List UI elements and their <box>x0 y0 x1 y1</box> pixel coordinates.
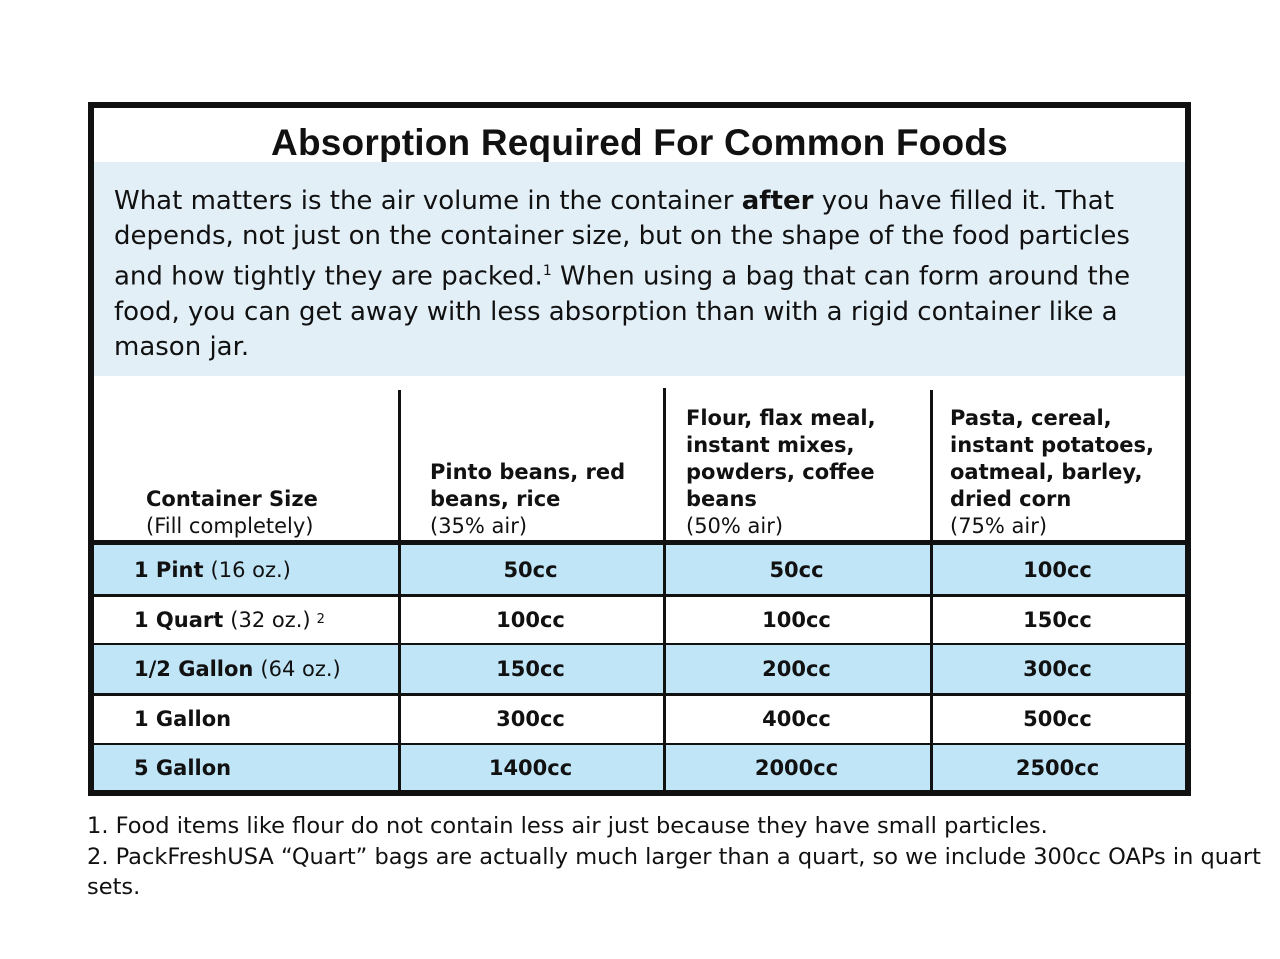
absorption-value-cell: 1400cc <box>488 755 573 780</box>
footnote-ref: 2 <box>316 612 325 627</box>
absorption-value-cell: 500cc <box>1023 707 1092 731</box>
header-sub: (50% air) <box>686 514 784 538</box>
table-row: 1/2 Gallon (64 oz.) 150cc 200cc 300cc <box>94 645 1185 693</box>
footnote-ref: 1 <box>542 263 552 279</box>
header-50-air: Flour, flax meal, instant mixes, powders… <box>686 388 916 540</box>
row-divider <box>94 743 1185 746</box>
intro-bold: after <box>741 186 814 216</box>
header-label: Flour, flax meal, instant mixes, powders… <box>686 406 876 511</box>
row-divider <box>94 594 1185 597</box>
container-size-cell: 1 Gallon <box>134 695 244 743</box>
table-row: 1 Pint (16 oz.) 50cc 50cc 100cc <box>94 545 1185 594</box>
size-detail: (32 oz.) <box>230 607 311 632</box>
absorption-value-cell: 100cc <box>496 607 565 632</box>
header-container-size: Container Size (Fill completely) <box>146 388 386 540</box>
absorption-value-cell: 150cc <box>1023 607 1092 632</box>
row-divider <box>94 540 1185 545</box>
header-label: Container Size <box>146 487 318 511</box>
intro-part: What matters is the air volume in the co… <box>114 186 742 216</box>
absorption-value-cell: 100cc <box>1023 557 1092 582</box>
footnote-1: 1. Food items like flour do not contain … <box>87 813 1048 839</box>
absorption-table-panel: Absorption Required For Common Foods Wha… <box>88 102 1191 796</box>
size-label: 5 Gallon <box>134 755 232 780</box>
column-divider <box>930 390 933 790</box>
container-size-cell: 5 Gallon <box>134 745 244 790</box>
container-size-cell: 1/2 Gallon (64 oz.) <box>134 645 347 693</box>
absorption-value-cell: 2000cc <box>754 755 839 780</box>
absorption-value-cell: 300cc <box>1023 657 1092 681</box>
column-divider <box>398 390 401 790</box>
column-divider <box>663 388 666 790</box>
row-divider <box>94 643 1185 646</box>
absorption-value-cell: 2500cc <box>1015 755 1100 780</box>
size-detail: (16 oz.) <box>210 557 291 582</box>
size-label: 1 Gallon <box>134 707 232 731</box>
container-size-cell: 1 Quart (32 oz.) 2 <box>134 596 325 643</box>
size-label: 1/2 Gallon <box>134 657 254 681</box>
header-label: Pasta, cereal, instant potatoes, oatmeal… <box>950 406 1155 511</box>
header-sub: (Fill completely) <box>146 514 314 538</box>
footnote-2: 2. PackFreshUSA “Quart” bags are actuall… <box>87 843 1261 901</box>
table-row: 1 Quart (32 oz.) 2 100cc 100cc 150cc <box>94 596 1185 643</box>
size-label: 1 Quart <box>134 607 224 632</box>
footnotes: 1. Food items like flour do not contain … <box>87 811 1280 903</box>
absorption-value-cell: 300cc <box>496 707 565 731</box>
absorption-value-cell: 400cc <box>762 707 831 731</box>
intro-text: What matters is the air volume in the co… <box>114 184 1174 365</box>
absorption-value-cell: 50cc <box>769 557 824 582</box>
page-title: Absorption Required For Common Foods <box>271 122 1008 163</box>
header-35-air: Pinto beans, red beans, rice (35% air) <box>430 388 650 540</box>
table-row: 1 Gallon 300cc 400cc 500cc <box>94 695 1185 743</box>
intro-part: you have filled it. That depends, not ju… <box>114 186 1130 292</box>
absorption-value-cell: 150cc <box>496 657 565 681</box>
header-sub: (35% air) <box>430 514 528 538</box>
table-row: 5 Gallon 1400cc 2000cc 2500cc <box>94 745 1185 790</box>
intro-section: What matters is the air volume in the co… <box>94 162 1185 376</box>
header-75-air: Pasta, cereal, instant potatoes, oatmeal… <box>950 388 1185 540</box>
size-label: 1 Pint <box>134 557 204 582</box>
absorption-value-cell: 200cc <box>762 657 831 681</box>
header-label: Pinto beans, red beans, rice <box>430 460 626 511</box>
intro-part: When using a bag that can form around th… <box>114 261 1131 362</box>
absorption-value-cell: 100cc <box>762 607 831 632</box>
absorption-value-cell: 50cc <box>503 557 558 582</box>
size-detail: (64 oz.) <box>260 657 341 681</box>
row-divider <box>94 693 1185 696</box>
container-size-cell: 1 Pint (16 oz.) <box>134 545 297 594</box>
header-sub: (75% air) <box>950 514 1048 538</box>
